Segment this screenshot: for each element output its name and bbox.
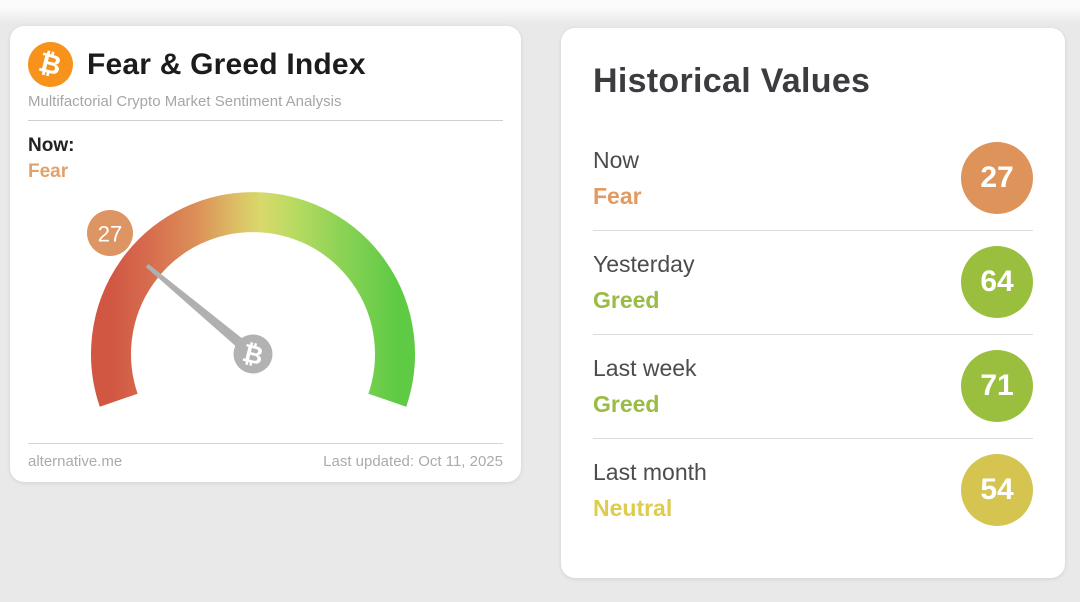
row-classification: Greed xyxy=(593,286,660,313)
row-label: Now xyxy=(593,146,640,173)
bitcoin-icon: ₿ xyxy=(28,42,73,87)
gauge-card-header: ₿ Fear & Greed Index xyxy=(28,42,503,87)
fear-greed-gauge: ₿ 27 xyxy=(87,192,415,407)
gauge-value-text: 27 xyxy=(98,222,122,247)
gauge-hub xyxy=(233,334,273,374)
row-classification: Fear xyxy=(593,182,642,209)
gauge-needle xyxy=(145,264,257,359)
row-label: Last week xyxy=(593,354,697,381)
fear-greed-gauge-card: ₿ Fear & Greed Index Multifactorial Cryp… xyxy=(10,26,521,482)
current-value-block: Now: Fear xyxy=(28,133,503,184)
gauge-value-badge xyxy=(87,210,133,256)
row-classification: Neutral xyxy=(593,494,673,521)
value-badge: 64 xyxy=(961,246,1033,318)
header-divider xyxy=(28,120,503,121)
history-row-last-week: Last week Greed 71 xyxy=(593,334,1033,438)
gauge-scale-arc xyxy=(91,192,415,407)
row-label: Yesterday xyxy=(593,250,695,277)
last-updated-text: Last updated: Oct 11, 2025 xyxy=(323,453,503,470)
now-classification: Fear xyxy=(28,160,69,182)
gauge-card-title: Fear & Greed Index xyxy=(87,47,366,81)
row-classification: Greed xyxy=(593,390,660,417)
value-badge: 71 xyxy=(961,350,1033,422)
gauge-card-subtitle: Multifactorial Crypto Market Sentiment A… xyxy=(28,93,342,110)
historical-values-card: Historical Values Now Fear 27 Yesterday … xyxy=(561,28,1065,578)
row-label: Last month xyxy=(593,458,707,485)
history-row-yesterday: Yesterday Greed 64 xyxy=(593,230,1033,334)
bitcoin-glyph: ₿ xyxy=(36,46,65,82)
source-link[interactable]: alternative.me xyxy=(28,453,123,470)
now-label: Now: xyxy=(28,135,75,156)
value-badge: 27 xyxy=(961,142,1033,214)
history-row-now: Now Fear 27 xyxy=(593,127,1033,230)
historical-rows: Now Fear 27 Yesterday Greed 64 Last week… xyxy=(593,127,1033,542)
gauge-card-footer: alternative.me Last updated: Oct 11, 202… xyxy=(28,443,503,470)
value-badge: 54 xyxy=(961,454,1033,526)
history-row-last-month: Last month Neutral 54 xyxy=(593,438,1033,542)
historical-values-title: Historical Values xyxy=(593,62,871,100)
